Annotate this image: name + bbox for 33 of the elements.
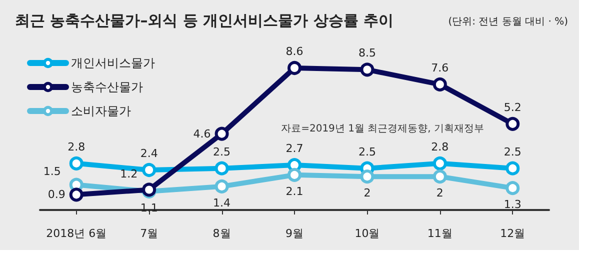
data-label: 0.9: [48, 188, 66, 202]
x-tick-label: 8월: [212, 227, 231, 240]
data-label: 1.5: [43, 164, 61, 178]
data-label: 8.6: [286, 45, 304, 58]
data-label: 2.8: [431, 140, 449, 154]
legend-label: 개인서비스물가: [71, 56, 155, 70]
data-label: 1.3: [504, 198, 522, 212]
x-tick-label: 10월: [354, 227, 380, 240]
data-label: 1.4: [213, 196, 231, 210]
data-label: 2.1: [286, 184, 304, 198]
data-label: 2: [436, 186, 444, 200]
chart-subtitle: (단위: 전년 동월 대비 · %): [448, 16, 568, 28]
data-label: 2.8: [68, 140, 86, 154]
chart-title: 최근 농축수산물가–외식 등 개인서비스물가 상승률 추이: [15, 12, 394, 30]
x-tick-label: 9월: [286, 227, 304, 240]
data-label: 2.4: [140, 146, 158, 160]
legend-label: 농축수산물가: [71, 80, 143, 94]
data-label: 7.6: [431, 61, 449, 74]
data-label: 2.7: [286, 142, 304, 156]
data-label: 8.5: [358, 46, 376, 60]
data-label: 2.5: [213, 145, 231, 158]
data-label: 1.2: [120, 168, 138, 181]
legend-label: 소비자물가: [71, 104, 131, 118]
data-label: 2.5: [358, 145, 376, 158]
data-label: 5.2: [504, 100, 522, 114]
x-tick-label: 2018년 6월: [46, 227, 107, 240]
annotation: 자료=2019년 1월 최근경제동향, 기획재정부: [281, 124, 484, 134]
data-label: 2: [364, 186, 371, 200]
x-tick-label: 12월: [500, 227, 526, 240]
x-tick-label: 11월: [427, 227, 452, 240]
data-label: 4.6: [193, 127, 211, 140]
x-tick-label: 7월: [140, 227, 158, 240]
data-label: 2.5: [504, 145, 522, 158]
